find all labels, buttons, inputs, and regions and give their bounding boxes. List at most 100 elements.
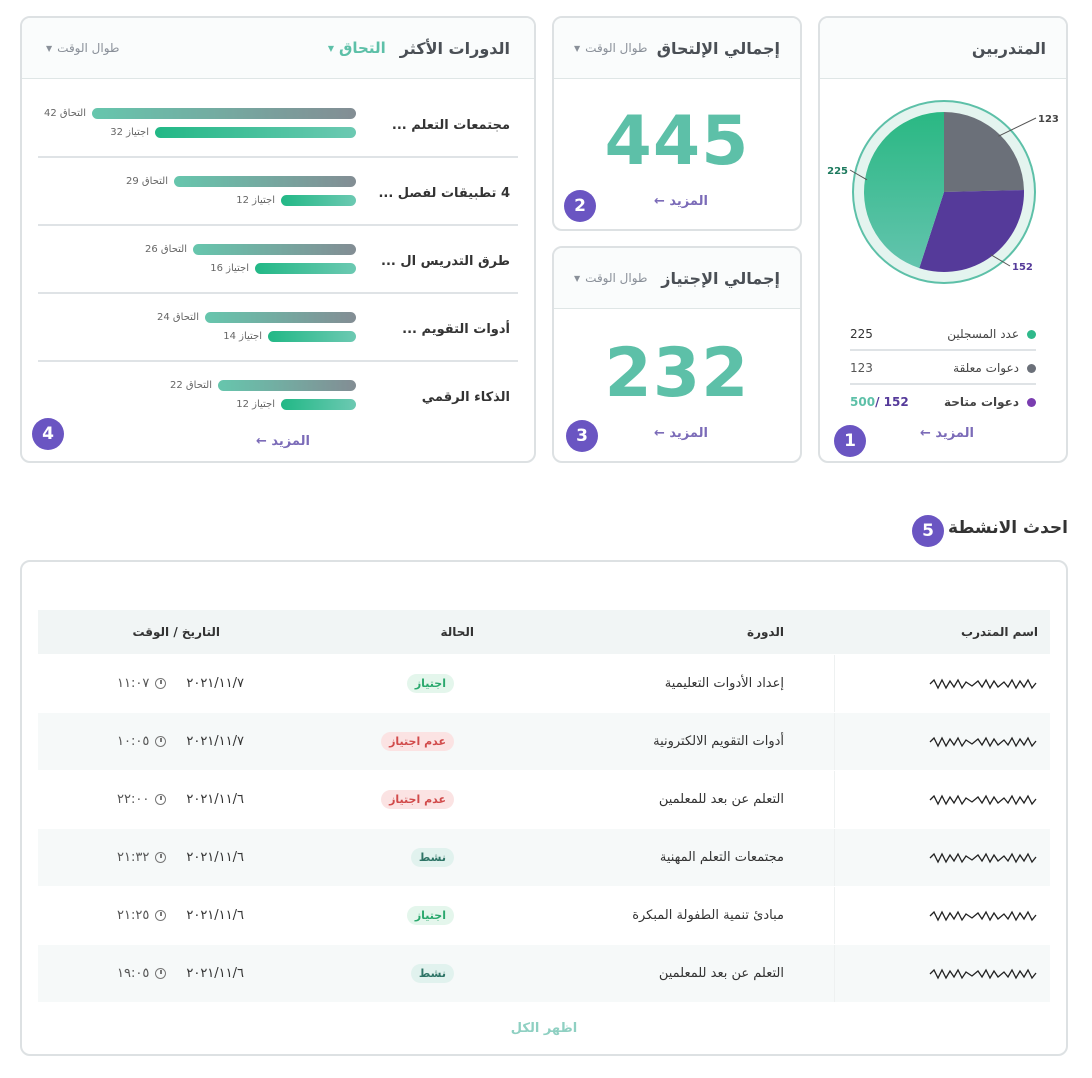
trainees-more-link[interactable]: المزيد ←	[920, 426, 974, 441]
trainees-card-header: المتدربين	[820, 18, 1066, 79]
table-row[interactable]: التعلم عن بعد للمعلمين عدم اجتياز ٢٠٢١/١…	[38, 770, 1050, 828]
legend-row-available: دعوات متاحة 500/ 152	[850, 385, 1036, 419]
top-courses-card: الدورات الأكثر التحاق ▼ طوال الوقت ▼ مجتمع…	[20, 16, 536, 463]
table-header: اسم المتدرب الدورة الحالة التاريخ / الوق…	[38, 610, 1050, 654]
header-status: الحالة	[440, 625, 474, 639]
top-courses-metric-select[interactable]: التحاق ▼	[328, 39, 386, 57]
top-courses-card-header: الدورات الأكثر التحاق ▼ طوال الوقت ▼	[22, 18, 534, 79]
passed-bar-row: 14 اجتياز	[188, 329, 356, 343]
trainee-name-redacted	[834, 829, 1050, 886]
course-divider	[38, 156, 518, 158]
enrolled-bar-row: 24 التحاق	[125, 310, 356, 324]
course-name: أدوات التقويم ...	[402, 322, 510, 337]
redacted-name-scribble	[929, 852, 1037, 863]
status-cell: نشط	[344, 964, 554, 983]
passing-time-filter[interactable]: طوال الوقت ▼	[574, 271, 647, 285]
pie-slice[interactable]	[944, 112, 1024, 192]
enrolled-label: 24 التحاق	[156, 311, 199, 323]
enrollment-time-filter[interactable]: طوال الوقت ▼	[574, 41, 647, 55]
table-row[interactable]: أدوات التقويم الالكترونية عدم اجتياز ٢٠٢…	[38, 712, 1050, 770]
enrolled-label: 22 التحاق	[169, 379, 212, 391]
activity-date: ٢٠٢١/١١/٦	[186, 908, 244, 923]
pie-slice[interactable]	[919, 189, 1024, 272]
legend-separator: /	[875, 395, 880, 409]
redacted-name-scribble	[929, 910, 1037, 921]
pie-value-label: 225	[827, 166, 848, 177]
enrolled-bar-row: 26 التحاق	[113, 242, 356, 256]
pie-slice[interactable]	[864, 112, 944, 269]
trainee-name-redacted	[834, 887, 1050, 944]
status-badge: عدم اجتياز	[381, 732, 454, 751]
legend-value-pending: 123	[850, 361, 873, 375]
course-item[interactable]: مجتمعات التعلم ... 42 التحاق 32 اجتياز	[38, 96, 518, 164]
status-cell: اجتياز	[344, 674, 554, 693]
table-row[interactable]: مبادئ تنمية الطفولة المبكرة اجتياز ٢٠٢١/…	[38, 886, 1050, 944]
trainees-card: المتدربين 123 152 225 عدد المسجلين 225 دعو…	[818, 16, 1068, 463]
pie-leader-line	[849, 169, 868, 181]
step-badge-5: 5	[912, 515, 944, 547]
table-row[interactable]: التعلم عن بعد للمعلمين نشط ٢٠٢١/١١/٦ ١٩:…	[38, 944, 1050, 1002]
activity-date: ٢٠٢١/١١/٦	[186, 966, 244, 981]
trainees-title: المتدربين	[971, 38, 1046, 58]
passed-bar-row: 12 اجتياز	[201, 193, 356, 207]
passed-bar	[155, 126, 356, 138]
activity-date: ٢٠٢١/١١/٦	[186, 792, 244, 807]
table-body: إعداد الأدوات التعليمية اجتياز ٢٠٢١/١١/٧…	[38, 654, 1050, 1002]
chevron-down-icon: ▼	[327, 43, 335, 53]
passing-title: إجمالي الإجتياز	[661, 268, 780, 288]
activity-time: ١٠:٠٥	[117, 734, 150, 749]
activities-card: اسم المتدرب الدورة الحالة التاريخ / الوق…	[20, 560, 1068, 1056]
enrollment-card: إجمالي الإلتحاق طوال الوقت ▼ 445 المزيد ←…	[552, 16, 802, 231]
datetime-cell: ٢٠٢١/١١/٦ ٢١:٢٥	[38, 908, 344, 923]
course-item[interactable]: أدوات التقويم ... 24 التحاق 14 اجتياز	[38, 300, 518, 368]
course-divider	[38, 360, 518, 362]
legend-label-available: دعوات متاحة	[944, 395, 1019, 409]
legend-divider	[850, 349, 1036, 351]
clock-icon	[155, 852, 167, 863]
chevron-down-icon: ▼	[46, 43, 53, 53]
header-datetime: التاريخ / الوقت	[132, 625, 220, 639]
top-courses-more-link[interactable]: المزيد ←	[256, 434, 310, 449]
enrolled-bar	[205, 311, 356, 323]
course-item[interactable]: الذكاء الرقمي 22 التحاق 12 اجتياز	[38, 368, 518, 436]
datetime-cell: ٢٠٢١/١١/٧ ١١:٠٧	[38, 676, 344, 691]
legend-label-registered: عدد المسجلين	[947, 327, 1019, 341]
course-title: مجتمعات التعلم المهنية	[659, 850, 784, 865]
table-row[interactable]: مجتمعات التعلم المهنية نشط ٢٠٢١/١١/٦ ٢١:…	[38, 828, 1050, 886]
passed-label: 12 اجتياز	[236, 398, 275, 410]
clock-icon	[155, 968, 167, 979]
passed-label: 12 اجتياز	[236, 194, 275, 206]
legend-total-available: 500	[850, 395, 876, 409]
passed-label: 14 اجتياز	[223, 330, 262, 342]
registered-dot	[1027, 329, 1036, 339]
course-item[interactable]: طرق التدريس ال ... 26 التحاق 16 اجتياز	[38, 232, 518, 300]
course-title: التعلم عن بعد للمعلمين	[658, 966, 784, 981]
show-all-link[interactable]: اظهر الكل	[510, 1021, 578, 1036]
clock-icon	[155, 910, 167, 921]
clock-icon	[155, 736, 167, 747]
legend-value-registered: 225	[850, 327, 873, 341]
enrollment-card-header: إجمالي الإلتحاق طوال الوقت ▼	[554, 18, 800, 79]
course-name: الذكاء الرقمي	[421, 390, 510, 405]
enrollment-total: 445	[604, 102, 750, 181]
course-item[interactable]: 4 تطبيقات لفصل ... 29 التحاق 12 اجتياز	[38, 164, 518, 232]
top-courses-time-filter[interactable]: طوال الوقت ▼	[46, 41, 119, 55]
step-badge-2: 2	[564, 190, 596, 222]
passing-total: 232	[604, 334, 750, 413]
enrollment-more-link[interactable]: المزيد ←	[654, 194, 708, 209]
course-name: طرق التدريس ال ...	[381, 254, 510, 269]
activities-table: اسم المتدرب الدورة الحالة التاريخ / الوق…	[38, 610, 1050, 1002]
clock-icon	[155, 794, 167, 805]
trainees-pie-chart: 123 152 225	[827, 100, 1059, 284]
passed-bar	[255, 262, 356, 274]
enrolled-bar	[174, 175, 356, 187]
enrollment-filter-label: طوال الوقت	[585, 41, 648, 55]
trainee-name-redacted	[834, 713, 1050, 770]
activity-time: ٢٢:٠٠	[117, 792, 150, 807]
passing-more-link[interactable]: المزيد ←	[654, 426, 708, 441]
status-badge: اجتياز	[406, 674, 454, 693]
table-row[interactable]: إعداد الأدوات التعليمية اجتياز ٢٠٢١/١١/٧…	[38, 654, 1050, 712]
course-divider	[38, 224, 518, 226]
status-cell: نشط	[344, 848, 554, 867]
status-cell: اجتياز	[344, 906, 554, 925]
